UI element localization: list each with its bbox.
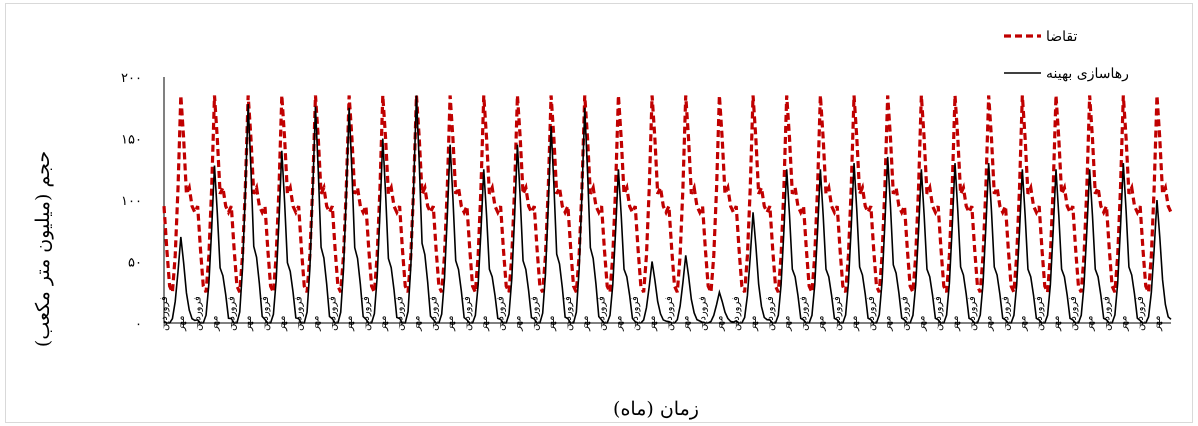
x-tick-label-mehr: مهر [277, 316, 288, 332]
x-tick-label-farvardin: فروردین [159, 296, 170, 331]
series-line-demand [162, 95, 1173, 293]
x-tick-label-mehr: مهر [647, 316, 658, 332]
x-tick-label-farvardin: فروردین [361, 296, 372, 331]
x-tick-label-farvardin: فروردین [193, 296, 204, 331]
x-tick-label-mehr: مهر [681, 316, 692, 332]
y-ticks: ۰ ۵۰ ۱۰۰ ۱۵۰ ۲۰۰ [121, 71, 142, 332]
x-tick-label-farvardin: فروردین [395, 296, 406, 331]
x-tick-label-mehr: مهر [714, 316, 725, 332]
x-tick-label-mehr: مهر [512, 316, 523, 332]
y-tick-label: ۱۰۰ [121, 194, 142, 209]
x-tick-label-mehr: مهر [1017, 316, 1028, 332]
x-tick-label-mehr: مهر [411, 316, 422, 332]
x-tick-label-farvardin: فروردین [933, 296, 944, 331]
x-tick-label-mehr: مهر [815, 316, 826, 332]
x-tick-label-farvardin: فروردین [799, 296, 810, 331]
legend-label-optimal-release: رهاسازی بهینه [1046, 66, 1129, 82]
x-tick-label-farvardin: فروردین [698, 296, 709, 331]
x-tick-label-mehr: مهر [916, 316, 927, 332]
x-tick-label-mehr: مهر [209, 316, 220, 332]
x-ticks: فروردین مهر فروردین مهر فروردین مهر فروردین مهر… [159, 296, 1163, 332]
x-tick-label-mehr: مهر [445, 316, 456, 332]
y-tick-label: ۵۰ [128, 256, 142, 271]
x-tick-label-mehr: مهر [176, 316, 187, 332]
x-tick-label-farvardin: فروردین [664, 296, 675, 331]
x-tick-label-farvardin: فروردین [1135, 296, 1146, 331]
x-tick-label-mehr: مهر [479, 316, 490, 332]
x-tick-label-mehr: مهر [344, 316, 355, 332]
x-tick-label-farvardin: فروردین [900, 296, 911, 331]
x-tick-label-farvardin: فروردین [765, 296, 776, 331]
x-tick-label-farvardin: فروردین [226, 296, 237, 331]
x-tick-label-mehr: مهر [950, 316, 961, 332]
x-tick-label-farvardin: فروردین [428, 296, 439, 331]
legend: تقاضا رهاسازی بهینه [1004, 29, 1129, 82]
chart-frame: ۰ ۵۰ ۱۰۰ ۱۵۰ ۲۰۰ فروردین مهر فروردین مهر فروردین… [5, 3, 1193, 423]
x-tick-label-farvardin: فروردین [563, 296, 574, 331]
series-line-optimal-release [163, 95, 1172, 324]
y-tick-label: ۲۰۰ [121, 71, 142, 86]
x-tick-label-farvardin: فروردین [260, 296, 271, 331]
x-tick-label-mehr: مهر [1051, 316, 1062, 332]
x-tick-label-mehr: مهر [310, 316, 321, 332]
x-tick-label-farvardin: فروردین [597, 296, 608, 331]
x-tick-label-mehr: مهر [1118, 316, 1129, 332]
series-layer [162, 95, 1173, 324]
x-tick-label-mehr: مهر [883, 316, 894, 332]
x-tick-label-farvardin: فروردین [294, 296, 305, 331]
x-tick-label-farvardin: فروردین [731, 296, 742, 331]
x-tick-label-mehr: مهر [782, 316, 793, 332]
x-tick-label-farvardin: فروردین [832, 296, 843, 331]
x-tick-label-mehr: مهر [580, 316, 591, 332]
x-tick-label-farvardin: فروردین [630, 296, 641, 331]
x-tick-label-mehr: مهر [1085, 316, 1096, 332]
y-tick-label: ۰ [135, 317, 142, 332]
x-tick-label-farvardin: فروردین [967, 296, 978, 331]
legend-label-demand: تقاضا [1046, 29, 1078, 45]
x-tick-label-mehr: مهر [546, 316, 557, 332]
x-tick-label-farvardin: فروردین [1034, 296, 1045, 331]
y-axis-title: حجم (میلیون متر مکعب) [32, 151, 54, 347]
x-axis-title: زمان (ماه) [613, 398, 699, 420]
y-tick-label: ۱۵۰ [121, 133, 142, 148]
x-tick-label-farvardin: فروردین [496, 296, 507, 331]
x-tick-label-mehr: مهر [613, 316, 624, 332]
x-tick-label-mehr: مهر [378, 316, 389, 332]
x-tick-label-mehr: مهر [748, 316, 759, 332]
x-tick-label-mehr: مهر [984, 316, 995, 332]
x-tick-label-farvardin: فروردین [1001, 296, 1012, 331]
x-tick-label-farvardin: فروردین [1068, 296, 1079, 331]
x-tick-label-farvardin: فروردین [866, 296, 877, 331]
x-tick-label-mehr: مهر [1152, 316, 1163, 332]
x-tick-label-farvardin: فروردین [529, 296, 540, 331]
x-tick-label-farvardin: فروردین [462, 296, 473, 331]
axes [163, 77, 1171, 324]
x-tick-label-mehr: مهر [849, 316, 860, 332]
x-tick-label-farvardin: فروردین [1101, 296, 1112, 331]
x-tick-label-farvardin: فروردین [327, 296, 338, 331]
x-tick-label-mehr: مهر [243, 316, 254, 332]
